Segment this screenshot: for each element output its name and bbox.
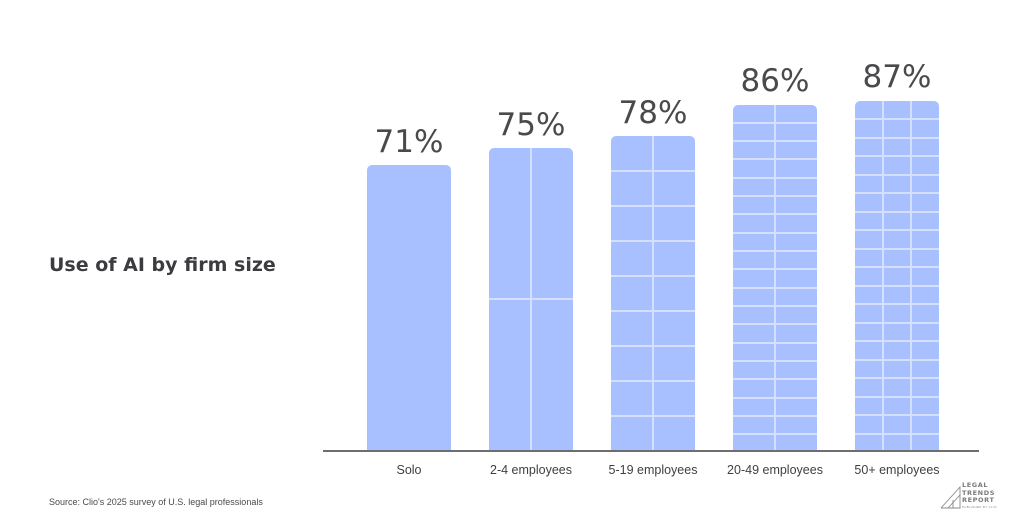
grid-line xyxy=(855,396,939,398)
bar-2-4-employees xyxy=(489,148,573,451)
legal-trends-report-logo: LEGAL TRENDS REPORT PUBLISHED BY CLIO xyxy=(940,481,1010,510)
grid-line xyxy=(855,155,939,157)
grid-line xyxy=(733,415,817,417)
grid-line xyxy=(774,105,776,451)
grid-line xyxy=(733,177,817,179)
grid-line xyxy=(733,433,817,435)
bar-20-49-employees xyxy=(733,105,817,451)
grid-line xyxy=(733,305,817,307)
chart-title: Use of AI by firm size xyxy=(49,254,276,276)
triangle-logo-icon xyxy=(940,485,961,509)
grid-line xyxy=(733,213,817,215)
grid-line xyxy=(855,377,939,379)
x-tick-label: Solo xyxy=(396,463,422,477)
grid-line xyxy=(733,268,817,270)
logo-subtitle: PUBLISHED BY CLIO xyxy=(962,505,997,509)
bar-solo xyxy=(367,165,451,451)
grid-line xyxy=(611,345,695,347)
bar-50-plus-employees xyxy=(855,101,939,451)
grid-line xyxy=(855,303,939,305)
grid-line xyxy=(855,359,939,361)
grid-line xyxy=(733,378,817,380)
x-tick-label: 20-49 employees xyxy=(727,463,823,477)
grid-line xyxy=(855,414,939,416)
grid-line xyxy=(733,397,817,399)
grid-line xyxy=(855,192,939,194)
grid-line xyxy=(733,342,817,344)
grid-line xyxy=(855,229,939,231)
grid-line xyxy=(733,287,817,289)
grid-line xyxy=(855,340,939,342)
grid-line xyxy=(733,323,817,325)
grid-line xyxy=(855,433,939,435)
logo-line-3: REPORT xyxy=(962,496,995,504)
grid-line xyxy=(611,415,695,417)
value-label: 87% xyxy=(862,59,932,95)
grid-line xyxy=(855,137,939,139)
grid-line xyxy=(611,170,695,172)
value-label: 71% xyxy=(374,124,444,160)
bar-5-19-employees xyxy=(611,136,695,451)
grid-line xyxy=(611,380,695,382)
value-label: 75% xyxy=(496,107,566,143)
logo-line-1: LEGAL xyxy=(962,481,989,489)
grid-line xyxy=(882,101,884,451)
grid-line xyxy=(910,101,912,451)
x-tick-label: 2-4 employees xyxy=(490,463,572,477)
grid-line xyxy=(733,250,817,252)
grid-line xyxy=(855,248,939,250)
x-tick-label: 50+ employees xyxy=(854,463,940,477)
grid-line xyxy=(652,136,654,451)
grid-line xyxy=(855,174,939,176)
grid-line xyxy=(733,122,817,124)
value-label: 86% xyxy=(740,63,810,99)
grid-line xyxy=(611,205,695,207)
x-tick-label: 5-19 employees xyxy=(608,463,698,477)
grid-line xyxy=(855,118,939,120)
grid-line xyxy=(611,275,695,277)
logo-line-2: TRENDS xyxy=(962,488,995,497)
grid-line xyxy=(855,211,939,213)
value-label: 78% xyxy=(618,95,688,131)
grid-line xyxy=(855,285,939,287)
grid-line xyxy=(489,298,573,300)
source-note: Source: Clio's 2025 survey of U.S. legal… xyxy=(49,497,263,507)
grid-line xyxy=(855,266,939,268)
grid-line xyxy=(733,360,817,362)
grid-line xyxy=(733,140,817,142)
grid-line xyxy=(611,240,695,242)
grid-line xyxy=(611,310,695,312)
x-axis-line xyxy=(323,450,979,452)
grid-line xyxy=(855,322,939,324)
grid-line xyxy=(733,232,817,234)
grid-line xyxy=(733,158,817,160)
grid-line xyxy=(733,195,817,197)
